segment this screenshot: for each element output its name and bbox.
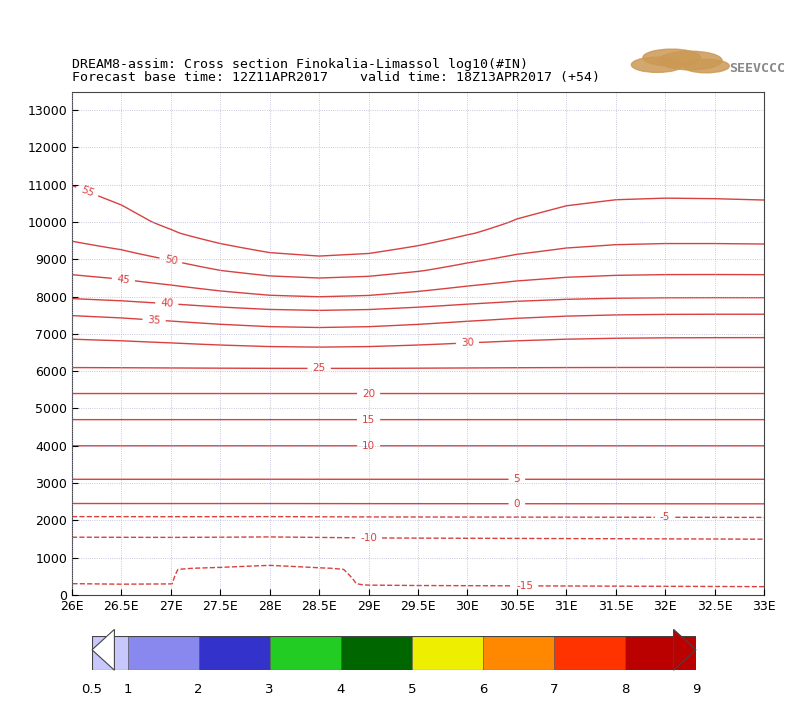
Text: 15: 15 — [362, 415, 375, 425]
Text: 20: 20 — [362, 389, 375, 398]
Bar — [483, 636, 554, 670]
Bar — [92, 636, 127, 670]
Text: 2: 2 — [194, 683, 203, 696]
Text: 35: 35 — [147, 315, 161, 325]
Text: 5: 5 — [514, 474, 520, 484]
Text: Forecast base time: 12Z11APR2017    valid time: 18Z13APR2017 (+54): Forecast base time: 12Z11APR2017 valid t… — [72, 71, 600, 84]
Text: 8: 8 — [621, 683, 629, 696]
Text: DREAM8-assim: Cross section Finokalia-Limassol log10(#IN): DREAM8-assim: Cross section Finokalia-Li… — [72, 58, 528, 71]
Text: 0.5: 0.5 — [82, 683, 102, 696]
Text: 6: 6 — [478, 683, 487, 696]
Bar — [412, 636, 483, 670]
Bar — [127, 636, 198, 670]
Text: -10: -10 — [360, 533, 377, 543]
Circle shape — [683, 59, 730, 73]
Text: 9: 9 — [692, 683, 700, 696]
Circle shape — [631, 57, 683, 73]
Text: 25: 25 — [313, 363, 326, 373]
Text: 10: 10 — [362, 441, 375, 451]
Text: 7: 7 — [550, 683, 558, 696]
Text: 4: 4 — [337, 683, 345, 696]
Circle shape — [643, 49, 701, 66]
Text: -15: -15 — [516, 581, 534, 591]
Bar — [341, 636, 412, 670]
Text: 40: 40 — [160, 298, 174, 309]
Bar — [198, 636, 270, 670]
Text: 5: 5 — [407, 683, 416, 696]
Text: 30: 30 — [461, 338, 474, 348]
Text: -5: -5 — [660, 513, 670, 522]
Bar — [270, 636, 341, 670]
Text: 0: 0 — [514, 498, 520, 509]
Text: 1: 1 — [123, 683, 132, 696]
Text: SEEVCCC: SEEVCCC — [730, 63, 786, 75]
Text: 55: 55 — [79, 184, 95, 199]
Text: 50: 50 — [163, 254, 178, 267]
Bar — [554, 636, 625, 670]
Text: 45: 45 — [116, 274, 130, 285]
Text: 3: 3 — [266, 683, 274, 696]
Bar — [625, 636, 696, 670]
Circle shape — [658, 51, 722, 70]
